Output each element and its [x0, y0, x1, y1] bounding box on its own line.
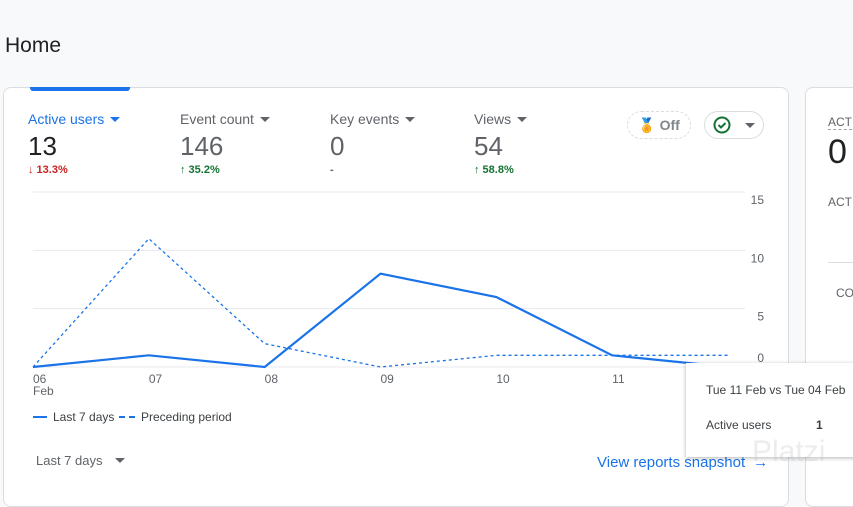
- metric-change: ↑ 35.2%: [180, 164, 220, 176]
- medal-icon: 🏅: [638, 116, 656, 133]
- metric-label: Event count: [180, 111, 254, 127]
- check-circle-icon: [713, 116, 731, 134]
- page-title: Home: [5, 34, 62, 57]
- metric-value: 0: [330, 131, 345, 161]
- caret-down-icon: [745, 122, 755, 128]
- date-range-label: Last 7 days: [36, 453, 103, 468]
- tooltip-metric: Active users: [706, 418, 772, 432]
- insights-toggle[interactable]: 🏅 Off: [627, 111, 691, 139]
- toggle-label: Off: [659, 117, 680, 133]
- metric-label: Active users: [28, 111, 105, 127]
- caret-down-icon: [114, 458, 125, 463]
- right-label: ACT: [828, 115, 852, 130]
- metric-active-users[interactable]: Active users 13 ↓ 13.3%: [28, 111, 121, 176]
- y-tick-label: 15: [751, 193, 765, 207]
- legend-last-7-days: Last 7 days: [33, 410, 114, 424]
- view-reports-link[interactable]: View reports snapshot →: [597, 454, 768, 471]
- metric-label: Key events: [330, 111, 400, 127]
- tooltip-title: Tue 11 Feb vs Tue 04 Feb: [706, 383, 846, 397]
- caret-down-icon: [259, 116, 270, 122]
- right-value: 0: [828, 133, 847, 171]
- solid-line-swatch: [33, 416, 47, 418]
- x-tick-label: 07: [149, 372, 163, 386]
- metric-event-count[interactable]: Event count 146 ↑ 35.2%: [180, 111, 270, 176]
- metric-change: -: [330, 164, 334, 176]
- x-tick-label: 11: [612, 372, 625, 386]
- overview-card: [3, 87, 789, 507]
- x-tick-label: 09: [381, 372, 395, 386]
- caret-down-icon: [517, 116, 528, 122]
- divider: [828, 262, 853, 263]
- metric-change: ↑ 58.8%: [474, 164, 514, 176]
- series-line-last-7-days: [32, 272, 729, 369]
- x-tick-sublabel: Feb: [33, 384, 54, 398]
- metric-value: 54: [474, 131, 503, 161]
- y-tick-label: 0: [757, 351, 764, 365]
- chart-tooltip: Tue 11 Feb vs Tue 04 Feb Active users 1: [686, 363, 853, 457]
- right-label: CO: [836, 286, 853, 300]
- y-tick-label: 10: [751, 251, 765, 265]
- x-tick-label: 08: [265, 372, 279, 386]
- caret-down-icon: [110, 116, 121, 122]
- active-tab-indicator: [30, 87, 130, 91]
- legend-label: Preceding period: [141, 410, 232, 424]
- legend-label: Last 7 days: [53, 410, 115, 424]
- watermark: Platzi: [752, 435, 826, 468]
- legend-preceding: Preceding period: [119, 410, 232, 424]
- dashed-line-swatch: [119, 416, 135, 418]
- x-tick-label: 06: [33, 372, 47, 386]
- metric-change: ↓ 13.3%: [28, 164, 68, 176]
- arrow-right-icon: →: [753, 454, 769, 471]
- date-range-dropdown[interactable]: Last 7 days: [36, 453, 125, 468]
- metric-views[interactable]: Views 54 ↑ 58.8%: [474, 111, 528, 176]
- link-label: View reports snapshot: [597, 454, 746, 471]
- y-tick-label: 5: [757, 310, 764, 324]
- data-quality-dropdown[interactable]: [704, 111, 764, 139]
- series-line-preceding: [32, 237, 728, 368]
- metric-key-events[interactable]: Key events 0 -: [330, 111, 416, 176]
- metric-label: Views: [474, 111, 512, 127]
- right-label: ACT: [828, 195, 852, 209]
- x-tick-label: 10: [496, 372, 510, 386]
- tooltip-value: 1: [816, 418, 823, 432]
- metric-value: 13: [28, 131, 57, 161]
- line-chart: 15105006Feb070809101112: [32, 191, 765, 398]
- caret-down-icon: [405, 116, 416, 122]
- metric-value: 146: [180, 131, 224, 161]
